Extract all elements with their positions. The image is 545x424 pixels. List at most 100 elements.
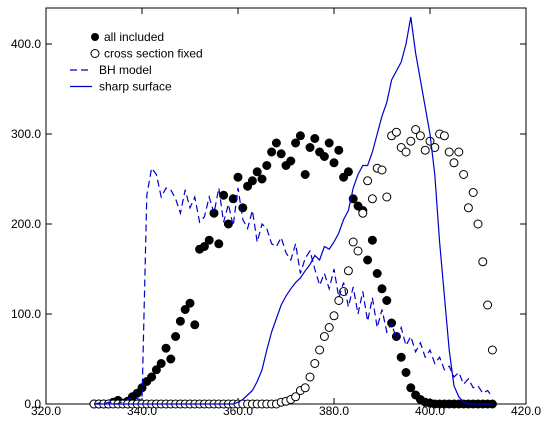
data-point-all-included — [233, 172, 243, 182]
data-point-all-included — [319, 152, 329, 161]
x-tick-label: 420.0 — [511, 404, 541, 418]
y-tick-label: 400.0 — [11, 37, 41, 51]
data-point-cross-section-fixed — [430, 143, 440, 152]
data-point-cross-section-fixed — [391, 127, 401, 137]
series-cross-section-fixed — [89, 125, 497, 409]
data-point-all-included — [305, 143, 315, 152]
data-point-all-included — [271, 138, 281, 148]
data-point-all-included — [190, 320, 200, 330]
data-point-all-included — [401, 368, 411, 377]
data-point-all-included — [175, 316, 185, 326]
data-point-cross-section-fixed — [415, 131, 425, 141]
data-point-all-included — [247, 176, 257, 186]
y-tick-labels: 0.0 100.0 200.0 300.0 400.0 — [11, 37, 41, 411]
data-point-all-included — [295, 131, 305, 141]
data-point-cross-section-fixed — [348, 237, 358, 247]
legend: all included cross section fixed BH model s… — [70, 30, 203, 94]
series-all-included — [89, 131, 497, 409]
bh-model-line — [93, 166, 493, 405]
data-point-cross-section-fixed — [473, 219, 483, 229]
data-point-all-included — [363, 255, 373, 265]
data-point-cross-section-fixed — [459, 170, 469, 179]
data-point-all-included — [171, 332, 181, 341]
data-point-all-included — [223, 219, 233, 229]
data-point-all-included — [156, 359, 166, 368]
series-BH-model — [93, 166, 493, 405]
legend-label: all included — [104, 30, 164, 44]
data-point-cross-section-fixed — [334, 296, 344, 305]
legend-label: cross section fixed — [104, 47, 203, 61]
data-point-cross-section-fixed — [324, 323, 334, 332]
data-point-cross-section-fixed — [367, 194, 377, 204]
y-tick-label: 100.0 — [11, 307, 41, 321]
data-point-cross-section-fixed — [439, 131, 449, 141]
sharp-surface-line — [94, 16, 493, 405]
x-tick-label: 320.0 — [31, 404, 61, 418]
data-point-cross-section-fixed — [478, 257, 488, 267]
data-point-cross-section-fixed — [382, 192, 392, 202]
data-point-all-included — [324, 138, 334, 148]
data-point-cross-section-fixed — [468, 188, 478, 197]
data-point-cross-section-fixed — [411, 125, 421, 134]
data-point-all-included — [372, 269, 382, 278]
data-point-all-included — [199, 242, 209, 251]
data-point-all-included — [377, 284, 387, 294]
data-point-cross-section-fixed — [353, 246, 363, 256]
data-point-cross-section-fixed — [305, 372, 315, 382]
series-layer — [89, 16, 497, 409]
data-point-all-included — [334, 145, 344, 155]
data-point-all-included — [396, 352, 406, 362]
data-point-cross-section-fixed — [310, 359, 320, 368]
data-point-all-included — [367, 235, 377, 245]
data-point-all-included — [406, 383, 416, 393]
data-point-cross-section-fixed — [454, 147, 464, 157]
data-point-all-included — [161, 343, 171, 353]
data-point-cross-section-fixed — [463, 203, 473, 213]
legend-marker-filled-circle — [91, 33, 99, 41]
data-point-cross-section-fixed — [319, 332, 329, 341]
data-point-cross-section-fixed — [358, 208, 368, 218]
data-point-all-included — [276, 149, 286, 159]
data-point-all-included — [166, 354, 176, 364]
x-tick-label: 380.0 — [319, 404, 349, 418]
legend-label: sharp surface — [99, 80, 172, 94]
data-point-cross-section-fixed — [401, 147, 411, 157]
y-tick-label: 200.0 — [11, 217, 41, 231]
data-point-all-included — [300, 170, 310, 179]
data-point-cross-section-fixed — [449, 158, 459, 168]
data-point-all-included — [286, 156, 296, 166]
data-point-cross-section-fixed — [363, 176, 373, 186]
data-point-cross-section-fixed — [420, 145, 430, 155]
data-point-cross-section-fixed — [291, 392, 301, 402]
data-point-all-included — [214, 239, 224, 249]
data-point-all-included — [151, 365, 161, 375]
data-point-all-included — [238, 203, 248, 213]
data-point-cross-section-fixed — [444, 147, 454, 157]
data-point-all-included — [343, 167, 353, 177]
data-point-all-included — [252, 167, 262, 177]
data-point-cross-section-fixed — [483, 300, 493, 310]
data-point-all-included — [180, 305, 190, 314]
data-point-all-included — [267, 147, 277, 157]
y-tick-label: 300.0 — [11, 127, 41, 141]
series-sharp-surface — [94, 16, 493, 405]
legend-label: BH model — [99, 63, 152, 77]
data-point-all-included — [147, 372, 157, 382]
data-point-cross-section-fixed — [343, 266, 353, 276]
data-point-cross-section-fixed — [406, 136, 416, 146]
data-point-all-included — [310, 134, 320, 143]
data-point-cross-section-fixed — [329, 311, 339, 321]
data-point-all-included — [204, 235, 214, 245]
data-point-all-included — [329, 158, 339, 168]
data-point-cross-section-fixed — [377, 165, 387, 175]
data-point-cross-section-fixed — [300, 383, 310, 393]
data-point-cross-section-fixed — [487, 345, 497, 355]
data-point-all-included — [257, 174, 267, 184]
y-tick-label: 0.0 — [24, 397, 41, 411]
data-point-all-included — [219, 190, 229, 200]
data-point-all-included — [185, 298, 195, 308]
data-point-all-included — [382, 296, 392, 305]
data-point-all-included — [262, 161, 272, 170]
